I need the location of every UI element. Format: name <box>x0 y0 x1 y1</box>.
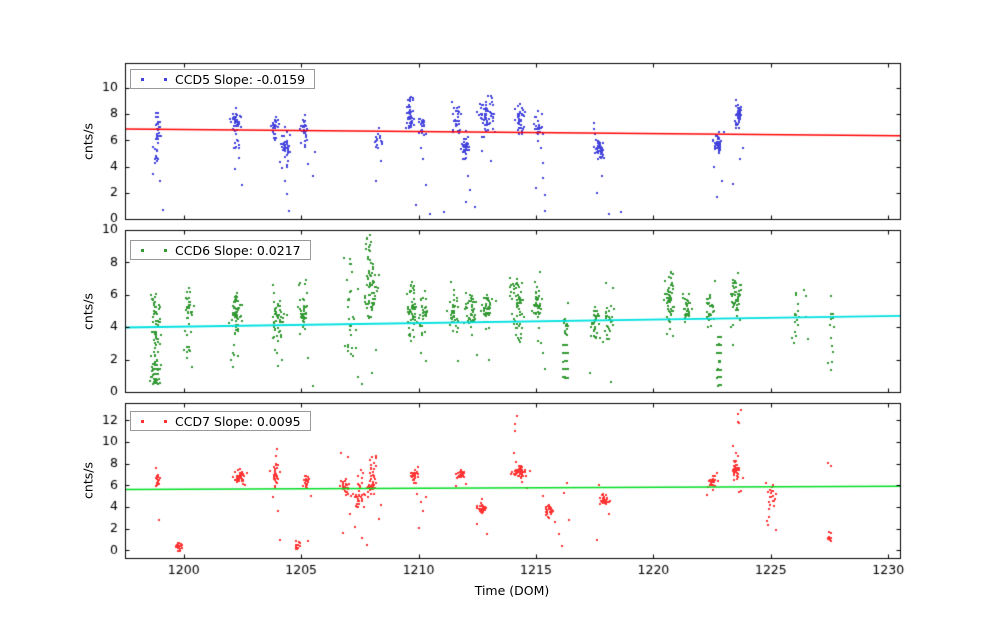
scatter-marker-icon <box>164 248 167 252</box>
legend-label-ccd6: CCD6 Slope: 0.0217 <box>175 242 301 258</box>
legend-label-ccd7: CCD7 Slope: 0.0095 <box>175 413 301 429</box>
legend-marker-dots <box>141 419 175 423</box>
y-axis-label-ccd6: cnts/s <box>80 293 96 330</box>
legend-ccd7: CCD7 Slope: 0.0095 <box>130 411 311 431</box>
scatter-marker-icon <box>164 419 167 423</box>
legend-label-ccd5: CCD5 Slope: -0.0159 <box>175 71 306 87</box>
scatter-marker-icon <box>141 248 144 252</box>
legend-ccd6: CCD6 Slope: 0.0217 <box>130 240 311 260</box>
legend-ccd5: CCD5 Slope: -0.0159 <box>130 69 316 89</box>
y-axis-label-ccd5: cnts/s <box>80 123 96 160</box>
legend-marker-dots <box>141 77 175 81</box>
scatter-marker-icon <box>141 77 144 81</box>
y-axis-label-ccd7: cnts/s <box>80 462 96 499</box>
scatter-marker-icon <box>164 77 167 81</box>
legend-marker-dots <box>141 248 175 252</box>
x-axis-label: Time (DOM) <box>474 583 550 598</box>
scatter-marker-icon <box>141 419 144 423</box>
